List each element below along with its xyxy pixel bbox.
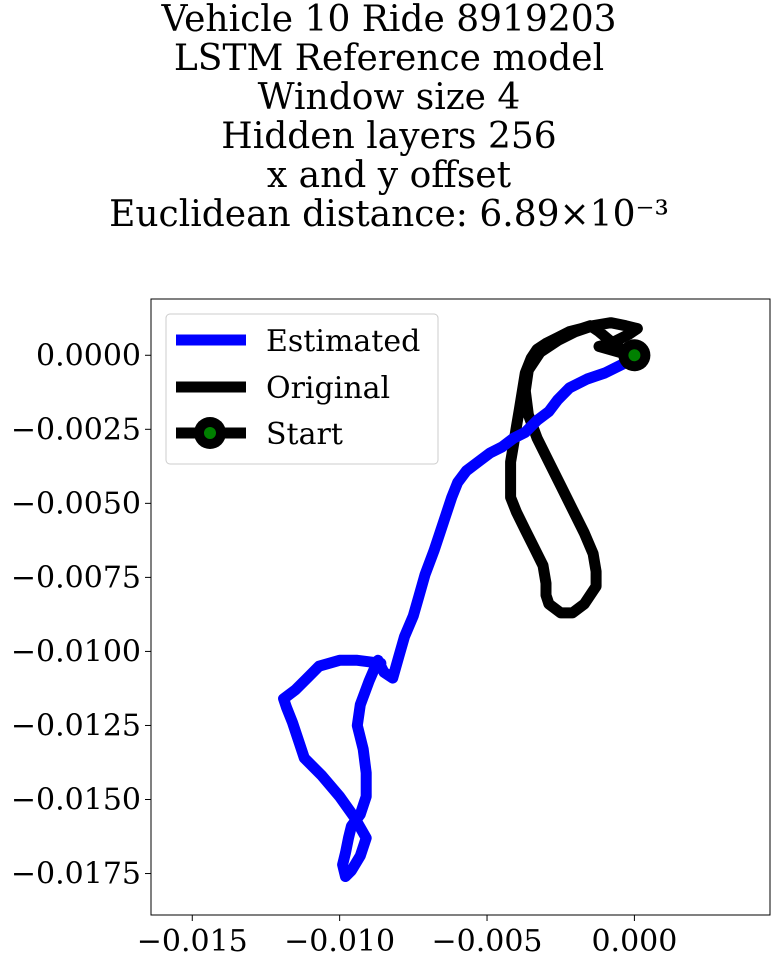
y-tick-label: −0.0100 [11, 634, 141, 669]
y-tick-label: −0.0150 [11, 783, 141, 818]
title-line-5: x and y offset [266, 155, 512, 196]
series-line-original [505, 317, 643, 619]
y-tick-label: −0.0125 [11, 708, 141, 743]
title-line-1: Vehicle 10 Ride 8919203 [161, 0, 617, 40]
x-tick-label: −0.015 [137, 924, 248, 959]
title-line-2: LSTM Reference model [173, 38, 605, 79]
legend: Estimated Original Start [165, 313, 439, 465]
series-layer [278, 317, 651, 882]
y-tick-label: −0.0050 [11, 486, 141, 521]
x-tick-label: 0.000 [591, 924, 677, 959]
x-tick-label: −0.010 [284, 924, 395, 959]
start-marker-inner [628, 349, 641, 362]
legend-label-estimated: Estimated [266, 324, 420, 359]
legend-box [165, 313, 439, 465]
legend-marker-start-inner [204, 427, 216, 439]
title-line-4: Hidden layers 256 [221, 116, 557, 157]
legend-label-start: Start [266, 417, 343, 452]
title-line-6: Euclidean distance: 6.89×10⁻³ [109, 194, 669, 235]
ticks-layer: −0.015 −0.010 −0.005 0.000 0.0000 −0.0025 −0.0… [11, 338, 677, 959]
y-tick-label: 0.0000 [36, 338, 141, 373]
title-line-3: Window size 4 [257, 77, 521, 118]
chart-title: Vehicle 10 Ride 8919203 LSTM Reference m… [0, 0, 778, 234]
y-tick-label: −0.0075 [11, 560, 141, 595]
axes-frame [150, 298, 771, 916]
x-tick-label: −0.005 [432, 924, 543, 959]
y-tick-label: −0.0025 [11, 412, 141, 447]
y-tick-label: −0.0175 [11, 857, 141, 892]
series-line-estimated [278, 349, 640, 882]
legend-label-original: Original [266, 371, 390, 406]
